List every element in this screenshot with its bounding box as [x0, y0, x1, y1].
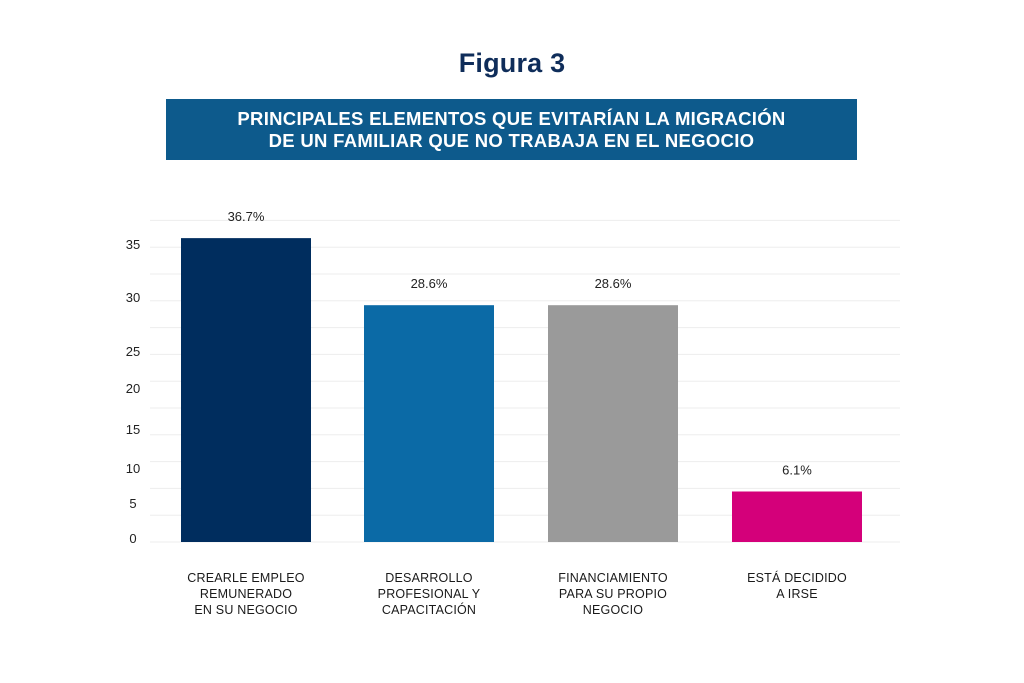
x-tick-label-line: DESARROLLO	[385, 571, 473, 585]
bar-1	[181, 238, 311, 542]
x-tick-label-line: PARA SU PROPIO	[558, 587, 668, 601]
subtitle-line-2: DE UN FAMILIAR QUE NO TRABAJA EN EL NEGO…	[268, 129, 755, 151]
y-tick-label: 25	[126, 344, 140, 359]
y-tick-label: 0	[129, 531, 136, 546]
chart-subtitle-banner: PRINCIPALES ELEMENTOS QUE EVITARÍAN LA M…	[166, 99, 857, 160]
x-tick-label-1: CREARLE EMPLEO REMUNERADO EN SU NEGOCIO	[161, 570, 331, 618]
y-tick-label: 15	[126, 422, 140, 437]
data-label-4: 6.1%	[782, 462, 812, 477]
bar-4	[732, 491, 862, 542]
x-tick-label-line: CREARLE EMPLEO	[187, 571, 305, 585]
y-tick-label: 20	[126, 381, 140, 396]
x-tick-label-line: FINANCIAMIENTO	[558, 571, 668, 585]
x-tick-label-4: ESTÁ DECIDIDO A IRSE	[712, 570, 882, 602]
data-label-1: 36.7%	[228, 209, 265, 224]
y-tick-label: 35	[126, 237, 140, 252]
data-label-3: 28.6%	[595, 276, 632, 291]
bar-2	[364, 305, 494, 542]
y-tick-label: 10	[126, 461, 140, 476]
data-label-2: 28.6%	[411, 276, 448, 291]
bar-3	[548, 305, 678, 542]
figure-title: Figura 3	[458, 48, 566, 78]
x-tick-label-3: FINANCIAMIENTO PARA SU PROPIO NEGOCIO	[528, 570, 698, 618]
bars	[181, 238, 862, 542]
x-tick-label-line: PROFESIONAL Y	[377, 587, 481, 601]
subtitle-line-1: PRINCIPALES ELEMENTOS QUE EVITARÍAN LA M…	[237, 107, 786, 129]
y-tick-label: 5	[129, 496, 136, 511]
x-tick-label-line: ESTÁ DECIDIDO	[747, 571, 847, 585]
x-tick-label-line: CAPACITACIÓN	[381, 603, 477, 617]
data-labels: 36.7% 28.6% 28.6% 6.1%	[228, 209, 813, 477]
x-tick-label-line: EN SU NEGOCIO	[194, 603, 298, 617]
x-tick-label-line: NEGOCIO	[582, 603, 644, 617]
x-tick-label-line: REMUNERADO	[199, 587, 293, 601]
y-tick-label: 30	[126, 290, 140, 305]
x-tick-label-line: A IRSE	[776, 587, 818, 601]
x-tick-label-2: DESARROLLO PROFESIONAL Y CAPACITACIÓN	[344, 570, 514, 618]
y-axis-ticks: 0 5 10 15 20 25 30 35	[126, 237, 140, 546]
